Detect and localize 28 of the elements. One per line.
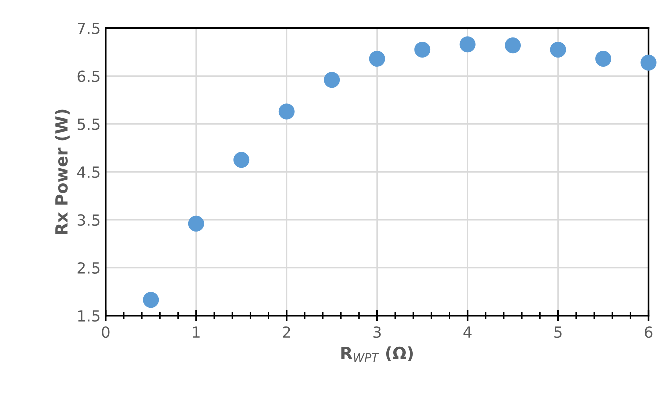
x-tick-label: 2: [283, 326, 290, 338]
point: [640, 54, 657, 71]
y-tick-label: 7.5: [78, 23, 100, 34]
y-tick-label: 4.5: [78, 166, 100, 178]
x-tick-label: 0: [102, 326, 110, 338]
point: [278, 104, 295, 120]
x-tick-label: 5: [554, 326, 562, 338]
point: [460, 36, 476, 53]
y-axis-title: Rx Power (W): [55, 110, 70, 234]
x-tick-label: 3: [374, 326, 381, 338]
y-tick-label: 5.5: [78, 118, 100, 130]
point: [143, 292, 160, 308]
y-tick-label: 1.5: [78, 310, 100, 322]
point: [505, 38, 522, 54]
point: [596, 51, 612, 67]
x-tick-label: 4: [464, 326, 472, 338]
y-tick-label: 6.5: [78, 70, 100, 82]
point: [550, 42, 566, 58]
point: [234, 152, 250, 168]
x-tick-label: 6: [644, 326, 653, 338]
x-axis-title: R$_{WPT}$ (Ω): [342, 346, 414, 362]
point: [324, 72, 340, 88]
y-tick-label: 3.5: [78, 214, 100, 226]
point: [414, 42, 431, 58]
y-tick-label: 2.5: [78, 262, 100, 274]
x-tick-label: 1: [193, 326, 200, 338]
point: [369, 51, 386, 67]
point: [188, 216, 204, 232]
